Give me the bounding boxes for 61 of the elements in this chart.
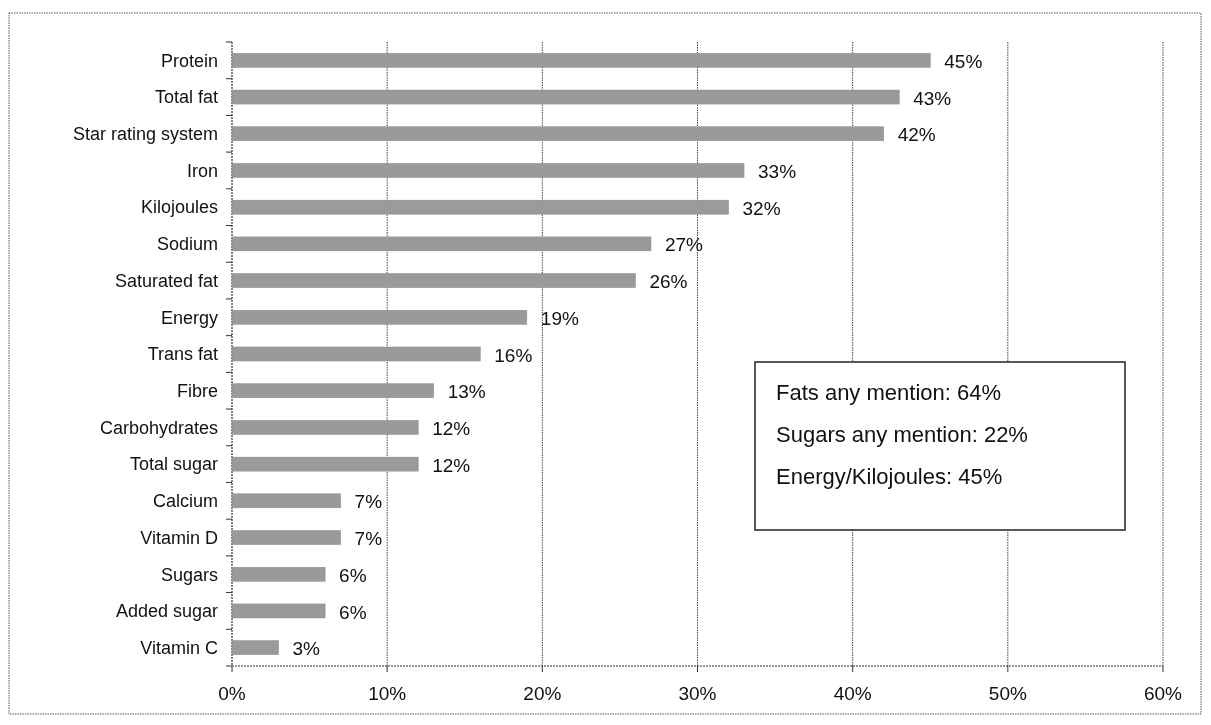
y-tick-label: Total sugar xyxy=(129,454,218,475)
y-tick-label: Carbohydrates xyxy=(99,417,218,438)
x-tick-label: 50% xyxy=(988,683,1027,704)
data-label: 43% xyxy=(913,87,952,109)
data-label: 42% xyxy=(897,124,936,146)
y-tick-label: Iron xyxy=(186,160,218,181)
bar xyxy=(231,273,636,288)
data-label: 7% xyxy=(354,528,383,550)
data-label: 3% xyxy=(292,638,321,660)
bar xyxy=(231,456,419,472)
data-label: 45% xyxy=(944,50,983,72)
bar xyxy=(231,383,434,398)
y-tick-label: Vitamin D xyxy=(140,527,218,548)
y-tick-label: Energy xyxy=(160,307,218,328)
y-tick-label: Total fat xyxy=(154,87,218,108)
y-tick-label: Protein xyxy=(160,50,218,71)
y-tick-label: Trans fat xyxy=(147,344,218,365)
data-label: 32% xyxy=(742,197,781,219)
bar xyxy=(231,199,729,215)
y-tick-label: Sugars xyxy=(160,564,218,585)
data-label: 19% xyxy=(540,307,579,329)
bar xyxy=(231,310,528,325)
bar xyxy=(231,420,419,435)
data-label: 12% xyxy=(432,454,471,476)
data-label: 7% xyxy=(354,491,383,513)
y-tick-label: Star rating system xyxy=(72,124,218,145)
x-tick-label: 20% xyxy=(523,683,562,704)
bar xyxy=(231,530,341,545)
x-tick-label: 10% xyxy=(368,683,407,704)
data-label: 27% xyxy=(664,234,704,256)
annotation: Energy/Kilojoules: 45% xyxy=(776,464,1003,489)
bar xyxy=(231,53,931,68)
y-tick-label: Added sugar xyxy=(115,601,218,622)
data-label: 16% xyxy=(494,344,533,366)
data-label: 6% xyxy=(339,601,367,623)
y-tick-label: Kilojoules xyxy=(140,197,218,218)
bar xyxy=(231,89,900,105)
bar xyxy=(231,346,481,362)
annotation: Fats any mention: 64% xyxy=(776,380,1002,405)
bar xyxy=(231,640,279,655)
bar xyxy=(231,603,326,619)
y-tick-label: Sodium xyxy=(156,234,218,255)
y-tick-label: Saturated fat xyxy=(114,270,218,291)
data-label: 6% xyxy=(339,564,367,586)
data-label: 13% xyxy=(447,381,486,403)
bar xyxy=(231,163,745,178)
bar xyxy=(231,126,884,142)
y-tick-label: Calcium xyxy=(152,491,218,512)
annotation: Sugars any mention: 22% xyxy=(776,422,1028,447)
data-label: 26% xyxy=(649,271,688,293)
y-tick-label: Fibre xyxy=(176,381,218,402)
data-label: 33% xyxy=(758,161,797,183)
data-label: 12% xyxy=(432,418,471,440)
bar xyxy=(231,236,652,252)
bar xyxy=(231,566,326,582)
x-tick-label: 40% xyxy=(833,683,872,704)
x-tick-label: 30% xyxy=(678,683,717,704)
x-tick-label: 60% xyxy=(1143,683,1183,704)
x-tick-label: 0% xyxy=(218,683,246,704)
y-tick-label: Vitamin C xyxy=(140,637,218,658)
bar xyxy=(231,493,341,509)
